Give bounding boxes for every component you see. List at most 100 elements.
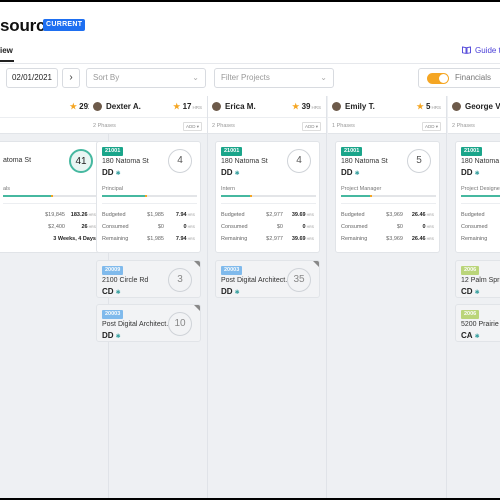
fin-row-label: Budgeted [461, 212, 485, 218]
sort-dropdown[interactable]: Sort By ⌄ [86, 68, 206, 88]
fin-hours: 26HRS [81, 224, 96, 230]
member-count-circle[interactable]: 4 [168, 149, 192, 173]
progress-bar [341, 195, 436, 197]
phase-label: CD ✱ [102, 287, 121, 296]
project-card[interactable]: 21001 180 Natoma St DD✱ Project Designer Bud… [455, 141, 500, 253]
person-name[interactable]: George V. [465, 102, 500, 111]
fin-hours-unit: HRS [306, 225, 314, 229]
fin-hours-value: 26.46 [411, 236, 426, 242]
card-divider [461, 203, 500, 204]
phase-label: DD ✱ [341, 168, 360, 177]
phase-code: CD [461, 287, 473, 296]
fin-row-label: Budgeted [221, 212, 245, 218]
fin-amount: $0 [157, 224, 164, 230]
fin-amount: $0 [276, 224, 283, 230]
hours-unit: HRS [192, 105, 202, 110]
fin-hours-value: 7.94 [175, 236, 187, 242]
active-tab-indicator [0, 60, 14, 62]
hours-value: 39 [301, 102, 311, 111]
phase-label: DD ✱ [221, 287, 240, 296]
date-input[interactable]: 02/01/2021 [6, 68, 58, 88]
hours-unit: HRS [311, 105, 321, 110]
avatar[interactable] [332, 102, 341, 111]
phase-label: CA ✱ [461, 331, 480, 340]
project-card[interactable]: 20009 2100 Circle Rd CD ✱ 3 [96, 260, 201, 298]
add-button[interactable]: ADD ▾ [182, 122, 202, 131]
project-address: atoma St [3, 157, 32, 164]
corner-fold-icon [194, 305, 200, 311]
person-name[interactable]: Erica M. [225, 102, 256, 111]
progress-fill [341, 195, 370, 197]
progress-marker [50, 195, 53, 197]
column-header: Emily T. ★ 5HRS 1 Phases ADD ▾ [328, 96, 446, 134]
project-number-badge: 20009 [102, 266, 124, 275]
avatar[interactable] [452, 102, 461, 111]
project-address: Post Digital Architect... [102, 321, 173, 328]
person-name[interactable]: Dexter A. [106, 102, 141, 111]
project-card[interactable]: 21001 180 Natoma St DD ✱ 4 Intern Budgeted $2,9… [215, 141, 320, 253]
fin-hours: 39.69HRS [292, 236, 314, 242]
progress-marker [144, 195, 147, 197]
phase-code: DD [102, 331, 114, 340]
guide-link[interactable]: Guide t [462, 46, 500, 56]
role-label: Principal [102, 186, 124, 192]
project-card[interactable]: 21001 180 Natoma St DD ✱ 4 Principal Budgeted $… [96, 141, 201, 253]
progress-bar [102, 195, 197, 197]
card-divider [221, 203, 316, 204]
fin-hours-value: 39.69 [291, 212, 306, 218]
member-count-circle[interactable]: 5 [407, 149, 431, 173]
project-number-badge: 21001 [461, 147, 483, 156]
phase-code: DD [341, 168, 353, 177]
project-card[interactable]: 21001 180 Natoma St DD ✱ 5 Project Manager Bud… [335, 141, 440, 253]
role-label: Intern [221, 186, 236, 192]
project-number-badge: 2006 [461, 266, 480, 275]
member-count-circle[interactable]: 4 [287, 149, 311, 173]
fin-amount: $19,845 [45, 212, 65, 218]
member-count-circle[interactable]: 41 [69, 149, 93, 173]
card-divider [3, 203, 98, 204]
member-count-circle[interactable]: 10 [168, 312, 192, 336]
fin-amount: $1,985 [147, 212, 164, 218]
fin-row-label: Consumed [102, 224, 129, 230]
fin-hours: 7.94HRS [176, 212, 195, 218]
person-name[interactable]: Emily T. [345, 102, 375, 111]
phase-status-icon: ✱ [115, 290, 121, 296]
phase-status-icon: ✱ [234, 290, 240, 296]
fin-amount: $0 [396, 224, 403, 230]
toggle-knob [439, 74, 448, 83]
tab-view[interactable]: iew [0, 46, 13, 55]
financials-toggle-box[interactable]: Financials [418, 68, 500, 88]
member-count-circle[interactable]: 35 [287, 268, 311, 292]
project-number-badge: 21001 [221, 147, 243, 156]
project-card[interactable]: 2006 12 Palm Spri CD ✱ [455, 260, 500, 298]
phases-count: 2 Phases [452, 123, 475, 129]
project-card[interactable]: atoma St 41 als $19,845 183.26HRS $2,400 26HRS… [0, 141, 102, 253]
next-date-button[interactable]: › [62, 68, 80, 88]
project-address: 180 Natoma St [341, 158, 388, 165]
person-column: Emily T. ★ 5HRS 1 Phases ADD ▾ 21001 180 Nato… [328, 96, 447, 498]
person-column: Erica M. ★ 39HRS 2 Phases ADD ▾ 21001 180 Nat… [208, 96, 327, 498]
project-address: 180 Natoma St [461, 158, 500, 165]
project-card[interactable]: 20003 Post Digital Architect... DD ✱ 10 [96, 304, 201, 342]
fin-amount: $3,969 [386, 236, 403, 242]
avatar[interactable] [212, 102, 221, 111]
phases-count: 1 Phases [332, 123, 355, 129]
fin-row-label: Remaining [341, 236, 368, 242]
project-card[interactable]: 20003 Post Digital Architect... DD ✱ 35 [215, 260, 320, 298]
avatar[interactable] [93, 102, 102, 111]
fin-hours: 39.69HRS [292, 212, 314, 218]
filter-projects-dropdown[interactable]: Filter Projects ⌄ [214, 68, 334, 88]
add-button[interactable]: ADD ▾ [421, 122, 441, 131]
project-number-badge: 20003 [221, 266, 243, 275]
role-label: Project Manager [341, 186, 382, 192]
fin-hours-unit: HRS [187, 225, 195, 229]
add-button[interactable]: ADD ▾ [301, 122, 321, 131]
fin-hours: 0HRS [423, 224, 434, 230]
fin-row-label: Remaining [461, 236, 488, 242]
fin-hours-value: 7.94 [175, 212, 187, 218]
project-card[interactable]: 2006 5200 Prairie D CA✱ [455, 304, 500, 342]
hours-total: ★ 5HRS [417, 102, 441, 111]
member-count-circle[interactable]: 3 [168, 268, 192, 292]
financials-toggle[interactable] [427, 73, 449, 84]
hours-total: ★ 39HRS [292, 102, 321, 111]
